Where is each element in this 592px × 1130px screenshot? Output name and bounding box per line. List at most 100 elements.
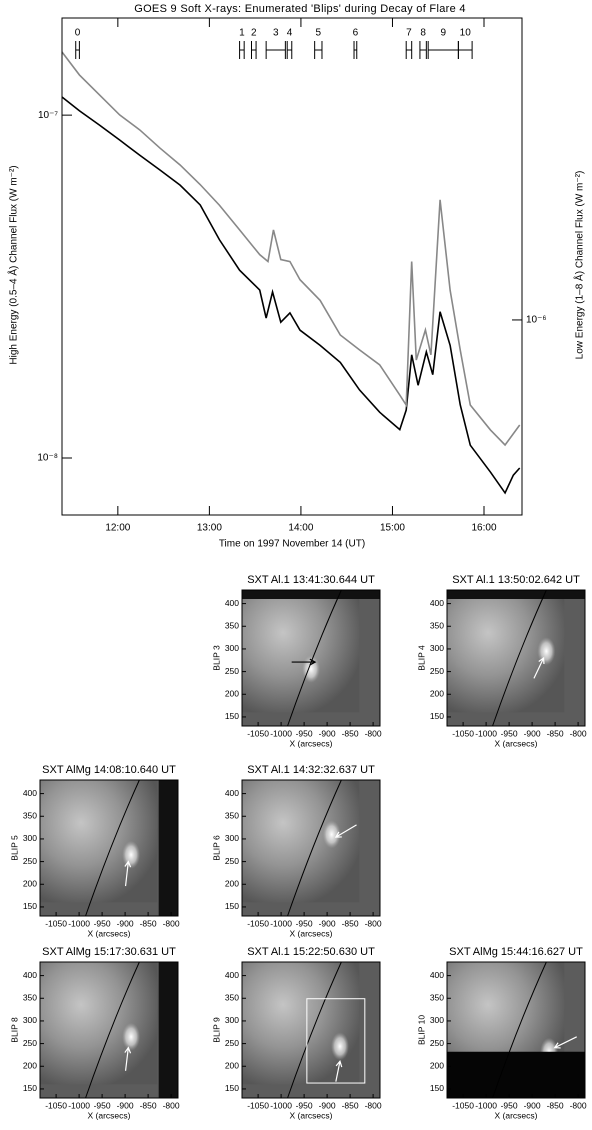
x-tick-label: 16:00 xyxy=(471,523,496,534)
arrow xyxy=(553,1036,577,1049)
image-edge xyxy=(447,590,585,599)
y-tick-label: 150 xyxy=(225,901,239,911)
x-tick-label: -950 xyxy=(296,1100,313,1110)
y-axis-label: BLIP 4 xyxy=(416,645,426,671)
y-tick-label: 300 xyxy=(225,1015,239,1025)
blip-label: 6 xyxy=(353,28,359,39)
x-tick-label: -1000 xyxy=(270,728,292,738)
y-axis-label: BLIP 10 xyxy=(416,1015,426,1045)
x-axis-label: X (arcsecs) xyxy=(495,738,538,748)
y-tick-label: 150 xyxy=(430,711,444,721)
x-tick-label: 12:00 xyxy=(105,523,130,534)
x-axis-label: X (arcsecs) xyxy=(290,738,333,748)
x-tick-label: -1050 xyxy=(45,1100,67,1110)
y-axis-label: High Energy (0.5–4 Å) Channel Flux (W m⁻… xyxy=(7,165,20,364)
y-tick-label: 400 xyxy=(225,598,239,608)
arrow xyxy=(335,1060,343,1082)
y-tick-label: 150 xyxy=(225,1083,239,1093)
x-tick-label: -850 xyxy=(342,1100,359,1110)
y-tick-label: 150 xyxy=(23,901,37,911)
chart-title: GOES 9 Soft X-rays: Enumerated 'Blips' d… xyxy=(134,3,466,15)
image-edge xyxy=(158,962,178,1098)
plot-frame xyxy=(61,17,523,516)
x-tick-label: -850 xyxy=(140,918,157,928)
y2-tick-label: 10⁻⁶ xyxy=(526,315,547,326)
region-box xyxy=(306,998,366,1084)
bright-loop xyxy=(330,1032,349,1061)
x-tick-label: -900 xyxy=(524,728,541,738)
y-tick-label: 350 xyxy=(225,811,239,821)
y-axis-label: BLIP 8 xyxy=(9,1017,19,1043)
arrow xyxy=(291,658,317,666)
x-tick-label: -950 xyxy=(94,1100,111,1110)
y-tick-label: 300 xyxy=(430,1015,444,1025)
bright-loop xyxy=(322,820,341,849)
x-tick-label: -950 xyxy=(501,728,518,738)
x-tick-label: -900 xyxy=(117,918,134,928)
y-axis-label: BLIP 6 xyxy=(211,835,221,861)
y-tick-label: 150 xyxy=(430,1083,444,1093)
image-frame xyxy=(241,961,381,1099)
blip-label: 8 xyxy=(420,28,426,39)
arrow xyxy=(124,860,132,887)
y-tick-label: 200 xyxy=(430,1061,444,1071)
x-tick-label: -1050 xyxy=(452,1100,474,1110)
blip-label: 7 xyxy=(406,28,412,39)
x-tick-label: -950 xyxy=(296,918,313,928)
panel-title: SXT Al.1 15:22:50.630 UT xyxy=(247,946,375,958)
solar-limb xyxy=(85,961,140,1099)
sxt-image xyxy=(40,961,178,1099)
x-tick-label: -900 xyxy=(117,1100,134,1110)
image-frame xyxy=(39,779,179,917)
x-tick-label: -900 xyxy=(524,1100,541,1110)
image-frame xyxy=(241,589,381,727)
y-tick-label: 200 xyxy=(23,879,37,889)
solar-limb xyxy=(492,961,547,1099)
x-axis-label: X (arcsecs) xyxy=(88,928,131,938)
y-tick-label: 400 xyxy=(430,970,444,980)
y-tick-label: 10⁻⁸ xyxy=(37,453,58,464)
panel-title: SXT Al.1 13:50:02.642 UT xyxy=(452,574,580,586)
y-tick-label: 300 xyxy=(430,643,444,653)
y-tick-label: 350 xyxy=(430,993,444,1003)
x-tick-label: -800 xyxy=(365,728,382,738)
x-tick-label: -1000 xyxy=(270,1100,292,1110)
blip-label: 1 xyxy=(239,28,245,39)
blip-label: 2 xyxy=(251,28,257,39)
x-tick-label: -800 xyxy=(163,918,180,928)
x-tick-label: -1050 xyxy=(247,728,269,738)
x-tick-label: -850 xyxy=(547,728,564,738)
panel-title: SXT AlMg 15:44:16.627 UT xyxy=(449,946,583,958)
blip-label: 5 xyxy=(316,28,322,39)
bright-loop xyxy=(122,1022,141,1051)
y-tick-label: 400 xyxy=(23,970,37,980)
panel-title: SXT AlMg 15:17:30.631 UT xyxy=(42,946,176,958)
x-tick-label: -1000 xyxy=(270,918,292,928)
x-tick-label: -900 xyxy=(319,918,336,928)
x-tick-label: -1050 xyxy=(247,1100,269,1110)
sxt-image xyxy=(242,779,380,917)
sxt-image xyxy=(40,779,178,917)
blip-label: 4 xyxy=(287,28,293,39)
x-tick-label: -850 xyxy=(342,918,359,928)
image-frame xyxy=(39,961,179,1099)
solar-limb xyxy=(287,961,342,1099)
x-tick-label: -950 xyxy=(501,1100,518,1110)
y-tick-label: 400 xyxy=(225,970,239,980)
x-tick-label: -850 xyxy=(342,728,359,738)
x-tick-label: -1000 xyxy=(475,728,497,738)
y-tick-label: 250 xyxy=(225,666,239,676)
x-tick-label: -800 xyxy=(570,728,587,738)
blip-label: 10 xyxy=(460,28,472,39)
y-tick-label: 150 xyxy=(23,1083,37,1093)
y-tick-label: 250 xyxy=(225,1038,239,1048)
image-frame xyxy=(446,589,586,727)
x-tick-label: -1000 xyxy=(475,1100,497,1110)
y-tick-label: 300 xyxy=(23,1015,37,1025)
x-axis-label: X (arcsecs) xyxy=(290,1110,333,1120)
y-tick-label: 400 xyxy=(23,788,37,798)
solar-limb xyxy=(85,779,140,917)
x-tick-label: -850 xyxy=(140,1100,157,1110)
x-tick-label: -800 xyxy=(365,1100,382,1110)
sxt-image xyxy=(242,589,380,727)
